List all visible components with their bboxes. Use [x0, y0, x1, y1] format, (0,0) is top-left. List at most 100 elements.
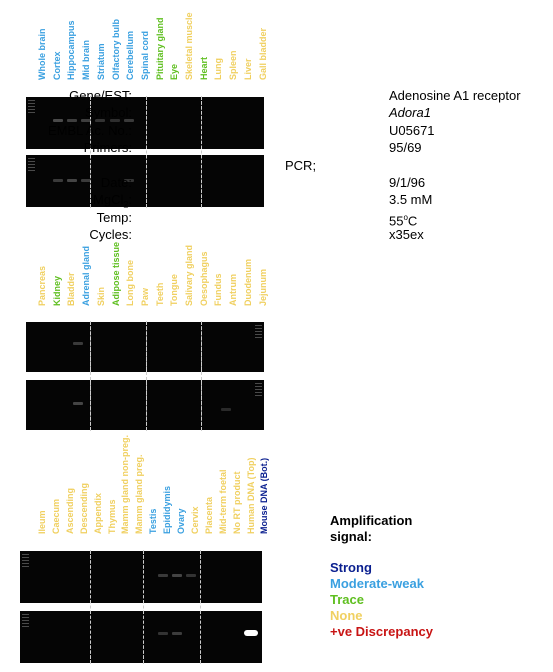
ladder-marker	[28, 158, 35, 172]
tissue-label: Skeletal muscle	[184, 12, 194, 80]
tissue-label: Ovary	[176, 508, 186, 534]
tissue-label: Teeth	[154, 282, 165, 306]
tissue-label: Jejunum	[257, 268, 268, 306]
tissue-label: Spinal cord	[139, 30, 150, 80]
gel-band	[53, 179, 63, 182]
pcr-label: PCR;	[285, 157, 317, 173]
tissue-label: Caecum	[50, 498, 61, 534]
gel-band	[73, 342, 83, 345]
tissue-label: Liver	[242, 58, 253, 80]
tissue-label: Mamm gland preg.	[134, 454, 145, 534]
tissue-label: Thymus	[106, 499, 117, 534]
tissue-label: Placenta	[203, 496, 214, 534]
gel-band	[67, 119, 77, 122]
gel-band	[67, 179, 77, 182]
tissue-label: Mid brain	[81, 40, 92, 80]
tissue-label: Mamm gland non-preg.	[120, 435, 131, 534]
tissue-label: Kidney	[51, 275, 62, 306]
gel-band	[158, 632, 168, 635]
ladder-marker	[28, 100, 35, 114]
tissue-label: No RT product	[231, 471, 242, 535]
column-divider	[90, 96, 91, 208]
gel-band	[172, 574, 182, 577]
column-divider	[201, 321, 202, 431]
temp-label: Temp:	[96, 209, 132, 225]
gel-image-panel-2-top	[26, 322, 264, 372]
gel-image-panel-3-top	[20, 551, 262, 603]
embl-value: U05671	[389, 122, 435, 138]
legend-strong: Strong	[330, 560, 372, 575]
tissue-label: Testis	[148, 508, 159, 534]
tissue-label: Skin	[95, 286, 106, 306]
gel-band	[221, 408, 231, 411]
tissue-label: Hippocampus	[66, 20, 77, 80]
column-divider	[90, 321, 91, 431]
tissue-labels-panel-2: Pancreas Kidney Bladder Adrenal gland Skin Ad…	[26, 230, 268, 320]
symbol-value: Adora1	[389, 105, 431, 121]
column-divider	[143, 550, 144, 664]
tissue-label: Olfactory bulb	[110, 18, 121, 80]
tissue-label: Pituitary gland	[154, 17, 165, 80]
gel-band	[73, 402, 83, 405]
cycles-value: x35ex	[389, 227, 424, 243]
date-label: Date:	[100, 174, 132, 190]
legend-moderate: Moderate-weak	[330, 576, 424, 591]
tissue-label: Fundus	[213, 273, 224, 307]
tissue-label: Spleen	[228, 50, 239, 80]
primers-label: Primers:	[83, 140, 132, 156]
tissue-label: Epididymis	[162, 485, 173, 534]
tissue-label: Striatum	[95, 43, 106, 80]
ladder-marker	[255, 325, 262, 339]
embl-label: EMBL Ac. No.:	[47, 122, 132, 138]
amplification-legend: Amplification signal: Strong Moderate-we…	[330, 513, 433, 640]
mgcl-value: 3.5 mM	[389, 192, 433, 208]
column-divider	[146, 321, 147, 431]
column-divider	[200, 550, 201, 664]
legend-none: None	[330, 608, 363, 623]
cycles-label: Cycles:	[89, 227, 132, 243]
gel-band	[81, 179, 91, 182]
column-divider	[146, 96, 147, 208]
tissue-label: Appendix	[92, 492, 103, 534]
tissue-labels-panel-3: Ileum Caecum Ascending Descending Appendix Th…	[26, 435, 271, 548]
ladder-marker	[22, 554, 29, 568]
column-divider	[90, 550, 91, 664]
symbol-label: Symbol:	[85, 105, 132, 121]
tissue-label: Pancreas	[37, 265, 47, 306]
tissue-label: Adipose tissue	[110, 241, 121, 306]
gel-band	[186, 574, 196, 577]
mgcl-label: MgCl2:	[93, 192, 132, 210]
tissue-label: Cortex	[51, 51, 62, 80]
gel-band	[95, 119, 105, 122]
tissue-label: Cerebellum	[125, 30, 136, 80]
tissue-label: Gall bladder	[257, 27, 268, 80]
column-divider	[201, 96, 202, 208]
gel-band	[172, 632, 182, 635]
legend-trace: Trace	[330, 592, 364, 607]
tissue-label: Tongue	[169, 274, 180, 306]
mouse-dna-band	[244, 630, 258, 636]
tissue-label: Ileum	[37, 510, 47, 534]
gel-band	[124, 179, 134, 182]
tissue-label: Antrum	[228, 274, 239, 306]
ladder-marker	[255, 383, 262, 397]
tissue-label: Paw	[139, 287, 150, 306]
gel-band	[53, 119, 63, 122]
tissue-label: Whole brain	[37, 28, 47, 81]
tissue-label: Lung	[213, 58, 224, 80]
temp-value: 55oC	[389, 212, 418, 229]
gel-image-panel-1-top	[26, 97, 264, 149]
legend-title-2: signal:	[330, 529, 372, 544]
tissue-label: Duodenum	[242, 259, 253, 306]
tissue-label: Long bone	[125, 260, 136, 306]
tissue-label: Descending	[78, 482, 89, 534]
gel-image-panel-3-bottom	[20, 611, 262, 663]
legend-title: Amplification	[330, 513, 413, 528]
tissue-label: Oesophagus	[198, 251, 209, 306]
tissue-label: Ascending	[64, 487, 75, 534]
tissue-labels-panel-1: Whole brain Cortex Hippocampus Mid brain Str…	[26, 0, 268, 94]
gel-band	[124, 119, 134, 122]
gene-value: Adenosine A1 receptor	[389, 88, 521, 103]
gel-band	[81, 119, 91, 122]
gene-label: Gene/EST:	[69, 88, 132, 103]
